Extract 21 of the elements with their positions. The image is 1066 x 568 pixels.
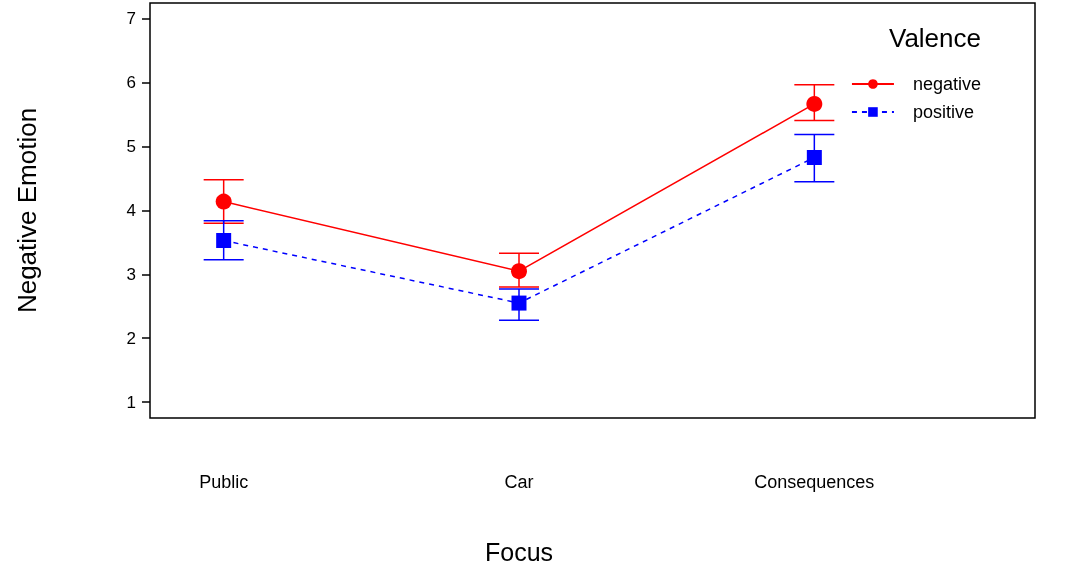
y-tick-label: 4: [126, 201, 136, 220]
point: [806, 150, 822, 166]
y-tick-label: 7: [126, 9, 136, 29]
y-tick-label: 3: [126, 264, 136, 284]
point: [215, 193, 232, 210]
point: [511, 263, 527, 280]
legend-label: positive: [912, 102, 974, 122]
x-tick-label: Public: [199, 472, 249, 492]
y-tick-label: 2: [126, 328, 136, 348]
legend-title: Valence: [888, 23, 981, 53]
point: [511, 295, 527, 311]
x-axis-title: Focus: [484, 537, 554, 566]
x-tick-label: Car: [504, 472, 534, 492]
x-tick-label: Consequences: [754, 472, 875, 492]
point: [806, 95, 823, 112]
y-tick-label: 1: [126, 392, 136, 412]
y-tick-label: 6: [126, 73, 136, 93]
legend-label: negative: [912, 74, 982, 94]
y-tick-label: 5: [126, 137, 136, 157]
point: [216, 233, 232, 249]
y-axis-title: Negative Emotion: [12, 107, 42, 314]
